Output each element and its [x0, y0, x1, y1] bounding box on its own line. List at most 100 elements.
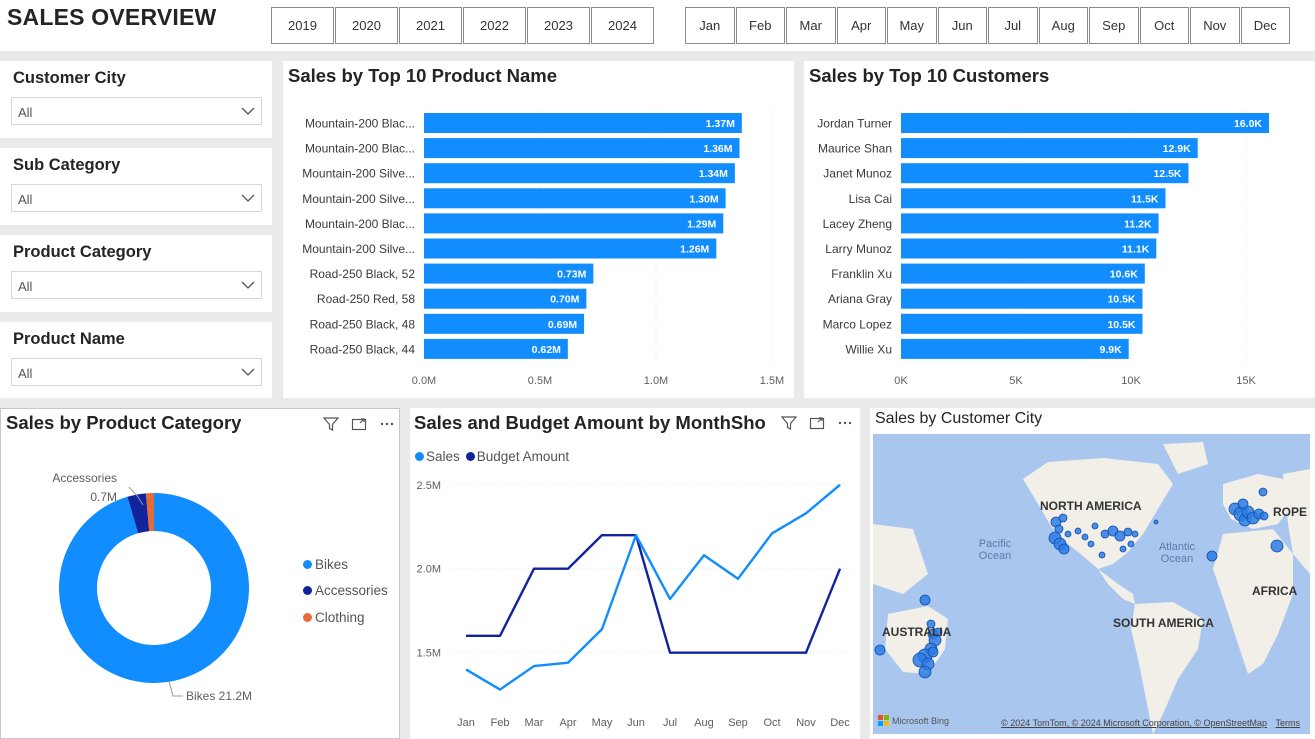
category-label: Lisa Cai: [849, 192, 892, 206]
filter-icon[interactable]: [780, 415, 798, 431]
city-bubble[interactable]: [1058, 543, 1070, 555]
bar[interactable]: [901, 338, 1129, 359]
focus-mode-icon[interactable]: [809, 415, 825, 431]
city-bubble[interactable]: [1206, 550, 1218, 562]
legend-item-accessories[interactable]: Accessories: [303, 578, 388, 605]
more-options-icon[interactable]: [837, 415, 853, 431]
bar[interactable]: [424, 163, 735, 184]
city-bubble[interactable]: [1270, 539, 1284, 553]
city-bubble[interactable]: [1081, 533, 1089, 541]
month-button-may[interactable]: May: [887, 7, 937, 44]
focus-mode-icon[interactable]: [351, 416, 367, 432]
x-tick-label: Feb: [491, 717, 510, 729]
city-bubble[interactable]: [1258, 487, 1268, 497]
city-bubble[interactable]: [1064, 530, 1072, 538]
x-tick-label: May: [592, 717, 613, 729]
data-label: 11.1K: [1122, 244, 1150, 256]
legend-item-budget[interactable]: Budget Amount: [465, 449, 569, 464]
city-bubble[interactable]: [1127, 540, 1135, 548]
data-label: 10.5K: [1107, 319, 1135, 331]
city-bubble[interactable]: [1091, 522, 1099, 530]
attribution-text[interactable]: © 2024 TomTom, © 2024 Microsoft Corporat…: [1001, 718, 1267, 728]
city-bubble[interactable]: [1087, 540, 1095, 548]
bar[interactable]: [901, 138, 1198, 159]
city-bubble[interactable]: [933, 627, 943, 637]
filter-dropdown[interactable]: All: [11, 271, 262, 299]
city-bubble[interactable]: [1119, 545, 1127, 553]
budget-line[interactable]: [466, 533, 842, 654]
x-tick-label: 0.0M: [412, 375, 436, 387]
city-bubble[interactable]: [1074, 527, 1082, 535]
filter-icon[interactable]: [322, 416, 340, 432]
city-bubble[interactable]: [919, 594, 931, 606]
legend-item-sales[interactable]: Sales: [415, 449, 460, 464]
bar[interactable]: [424, 213, 724, 234]
customer-city-map[interactable]: NORTH AMERICA Pacific Ocean Atlantic Oce…: [873, 434, 1310, 734]
data-label-accessories-name: Accessories: [52, 471, 117, 485]
month-button-mar[interactable]: Mar: [786, 7, 836, 44]
product-category-chart[interactable]: Sales by Product Category Accessories 0.7…: [0, 408, 400, 739]
city-bubble[interactable]: [1058, 513, 1068, 523]
year-button-2020[interactable]: 2020: [335, 7, 398, 44]
month-button-jun[interactable]: Jun: [937, 7, 987, 44]
top-customers-title: Sales by Top 10 Customers: [809, 65, 1050, 86]
bar[interactable]: [901, 188, 1166, 209]
month-button-nov[interactable]: Nov: [1190, 7, 1240, 44]
city-bubble[interactable]: [1237, 498, 1249, 510]
donut-slice-accessories[interactable]: [127, 493, 150, 534]
month-button-oct[interactable]: Oct: [1139, 7, 1189, 44]
bar[interactable]: [424, 113, 742, 133]
filter-label: Product Category: [13, 243, 152, 261]
bar[interactable]: [901, 213, 1159, 234]
bar[interactable]: [424, 338, 568, 359]
city-bubble[interactable]: [1131, 530, 1139, 538]
city-bubble[interactable]: [1153, 519, 1159, 525]
year-button-2021[interactable]: 2021: [399, 7, 462, 44]
product-category-plot: Accessories 0.7M Bikes 21.2M: [52, 471, 252, 703]
city-bubble[interactable]: [927, 646, 939, 658]
bar[interactable]: [424, 138, 740, 159]
terms-link[interactable]: Terms: [1275, 718, 1301, 728]
bar[interactable]: [424, 313, 585, 334]
bar[interactable]: [901, 288, 1143, 309]
donut-slice-clothing[interactable]: [145, 493, 154, 532]
filter-dropdown[interactable]: All: [11, 97, 262, 125]
legend-label-accessories: Accessories: [315, 583, 388, 599]
city-bubble[interactable]: [874, 644, 886, 656]
bar[interactable]: [901, 263, 1145, 284]
legend-item-clothing[interactable]: Clothing: [303, 604, 388, 631]
city-bubble[interactable]: [1259, 511, 1269, 521]
bar[interactable]: [901, 238, 1157, 259]
bar[interactable]: [424, 263, 594, 284]
bar[interactable]: [424, 188, 726, 209]
month-button-feb[interactable]: Feb: [735, 7, 785, 44]
city-bubble[interactable]: [1123, 527, 1133, 537]
year-button-2019[interactable]: 2019: [271, 7, 334, 44]
data-label: 1.34M: [699, 168, 728, 180]
year-button-2022[interactable]: 2022: [463, 7, 526, 44]
donut-slice-bikes[interactable]: [58, 493, 249, 683]
city-bubble[interactable]: [1054, 524, 1064, 534]
city-bubble[interactable]: [926, 619, 936, 629]
month-button-dec[interactable]: Dec: [1240, 7, 1290, 44]
legend-item-bikes[interactable]: Bikes: [303, 551, 388, 578]
bar[interactable]: [424, 288, 587, 309]
month-button-aug[interactable]: Aug: [1038, 7, 1088, 44]
year-button-2024[interactable]: 2024: [591, 7, 654, 44]
bar[interactable]: [901, 113, 1269, 133]
city-bubble[interactable]: [918, 665, 932, 679]
bar[interactable]: [424, 238, 717, 259]
sales-line[interactable]: [465, 483, 841, 691]
bar[interactable]: [901, 313, 1143, 334]
month-button-jan[interactable]: Jan: [685, 7, 735, 44]
bar[interactable]: [901, 163, 1189, 184]
more-options-icon[interactable]: [379, 416, 395, 432]
month-button-jul[interactable]: Jul: [988, 7, 1038, 44]
year-button-2023[interactable]: 2023: [527, 7, 590, 44]
filter-dropdown[interactable]: All: [11, 184, 262, 212]
month-button-apr[interactable]: Apr: [836, 7, 886, 44]
city-bubble[interactable]: [1114, 530, 1126, 542]
city-bubble[interactable]: [1098, 551, 1106, 559]
month-button-sep[interactable]: Sep: [1089, 7, 1139, 44]
filter-dropdown[interactable]: All: [11, 358, 262, 386]
